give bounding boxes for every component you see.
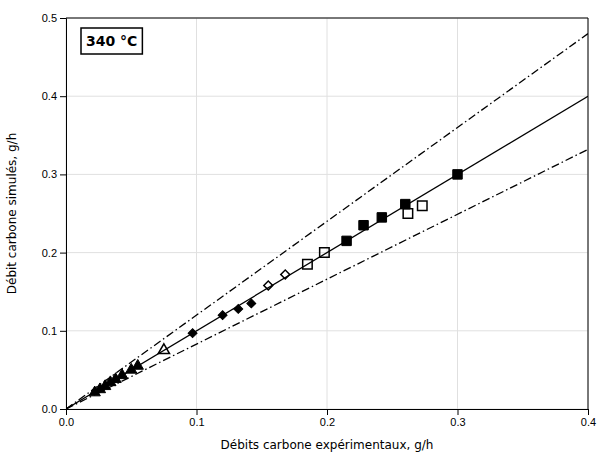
y-tick-mark <box>60 174 66 175</box>
y-tick: 0.2 <box>42 247 66 259</box>
y-tick: 0.3 <box>42 168 66 180</box>
reference-line <box>66 96 588 409</box>
point <box>281 270 290 279</box>
x-tick: 0.2 <box>320 409 335 428</box>
point <box>264 281 273 290</box>
y-tick: 0.0 <box>42 403 66 415</box>
x-tick: 0.3 <box>450 409 465 428</box>
x-axis-line <box>67 410 589 416</box>
x-tick: 0.1 <box>189 409 204 428</box>
point <box>303 260 312 269</box>
point <box>158 344 169 354</box>
y-axis: 0.0 0.1 0.2 0.3 0.4 0.5 <box>42 12 67 415</box>
y-tick-mark <box>60 409 66 410</box>
point <box>234 304 243 313</box>
data <box>66 34 588 409</box>
y-tick-label: 0.1 <box>42 325 57 337</box>
point <box>401 199 410 208</box>
x-grid-line <box>327 18 328 409</box>
x-tick: 0.0 <box>59 409 74 428</box>
y-tick-label: 0.0 <box>42 403 57 415</box>
title-group: 340 °C <box>81 28 142 54</box>
frame <box>588 18 589 409</box>
y-tick: 0.1 <box>42 325 66 337</box>
y-tick-label: 0.4 <box>42 90 57 102</box>
x-tick-label: 0.1 <box>189 416 204 428</box>
y-grid-line <box>66 330 588 331</box>
x-tick: 0.4 <box>581 409 596 428</box>
reference-line <box>66 149 588 409</box>
point <box>218 311 227 320</box>
x-tick-mark <box>588 409 589 415</box>
x-grid-line <box>588 18 589 409</box>
y-tick-mark <box>60 96 66 97</box>
x-tick-mark <box>458 409 459 415</box>
grid <box>66 18 588 409</box>
point <box>247 299 256 308</box>
title-box <box>81 28 142 54</box>
title: 340 °C <box>86 33 137 49</box>
point <box>320 248 329 257</box>
plot: 0.0 0.1 0.2 0.3 0.4 0.0 0.1 0.2 0.3 0.4 0.5 340 °C <box>42 12 596 428</box>
y-grid-line <box>66 96 588 97</box>
y-tick-label: 0.5 <box>42 12 57 24</box>
point <box>403 209 412 218</box>
x-tick-label: 0.3 <box>450 416 465 428</box>
x-grid-line <box>196 18 197 409</box>
y-tick-label: 0.2 <box>42 247 57 259</box>
frame <box>66 18 588 19</box>
reference-line <box>66 34 588 409</box>
point <box>377 213 386 222</box>
chart: 0.0 0.1 0.2 0.3 0.4 0.0 0.1 0.2 0.3 0.4 0.5 340 °C D… <box>0 0 610 461</box>
point <box>132 359 143 369</box>
y-tick-label: 0.3 <box>42 168 57 180</box>
y-grid-line <box>66 174 588 175</box>
x-axis-title: Débits carbone expérimentaux, g/h <box>221 438 434 452</box>
y-grid-line <box>66 18 588 19</box>
x-tick-mark <box>327 409 328 415</box>
point <box>453 170 462 179</box>
y-tick: 0.5 <box>42 12 66 24</box>
y-axis-line <box>60 19 67 410</box>
y-axis-title: Débit carbone simulés, g/h <box>5 133 19 294</box>
x-axis: 0.0 0.1 0.2 0.3 0.4 <box>59 409 596 428</box>
y-tick-mark <box>60 18 66 19</box>
point <box>116 369 127 379</box>
x-tick-mark <box>197 409 198 415</box>
y-tick: 0.4 <box>42 90 66 102</box>
y-tick-mark <box>60 253 66 254</box>
point <box>359 220 368 229</box>
y-tick-mark <box>60 331 66 332</box>
x-tick-label: 0.2 <box>320 416 335 428</box>
point <box>188 329 197 338</box>
point <box>418 201 427 210</box>
point <box>342 236 351 245</box>
x-tick-label: 0.0 <box>59 416 74 428</box>
x-tick-label: 0.4 <box>581 416 596 428</box>
